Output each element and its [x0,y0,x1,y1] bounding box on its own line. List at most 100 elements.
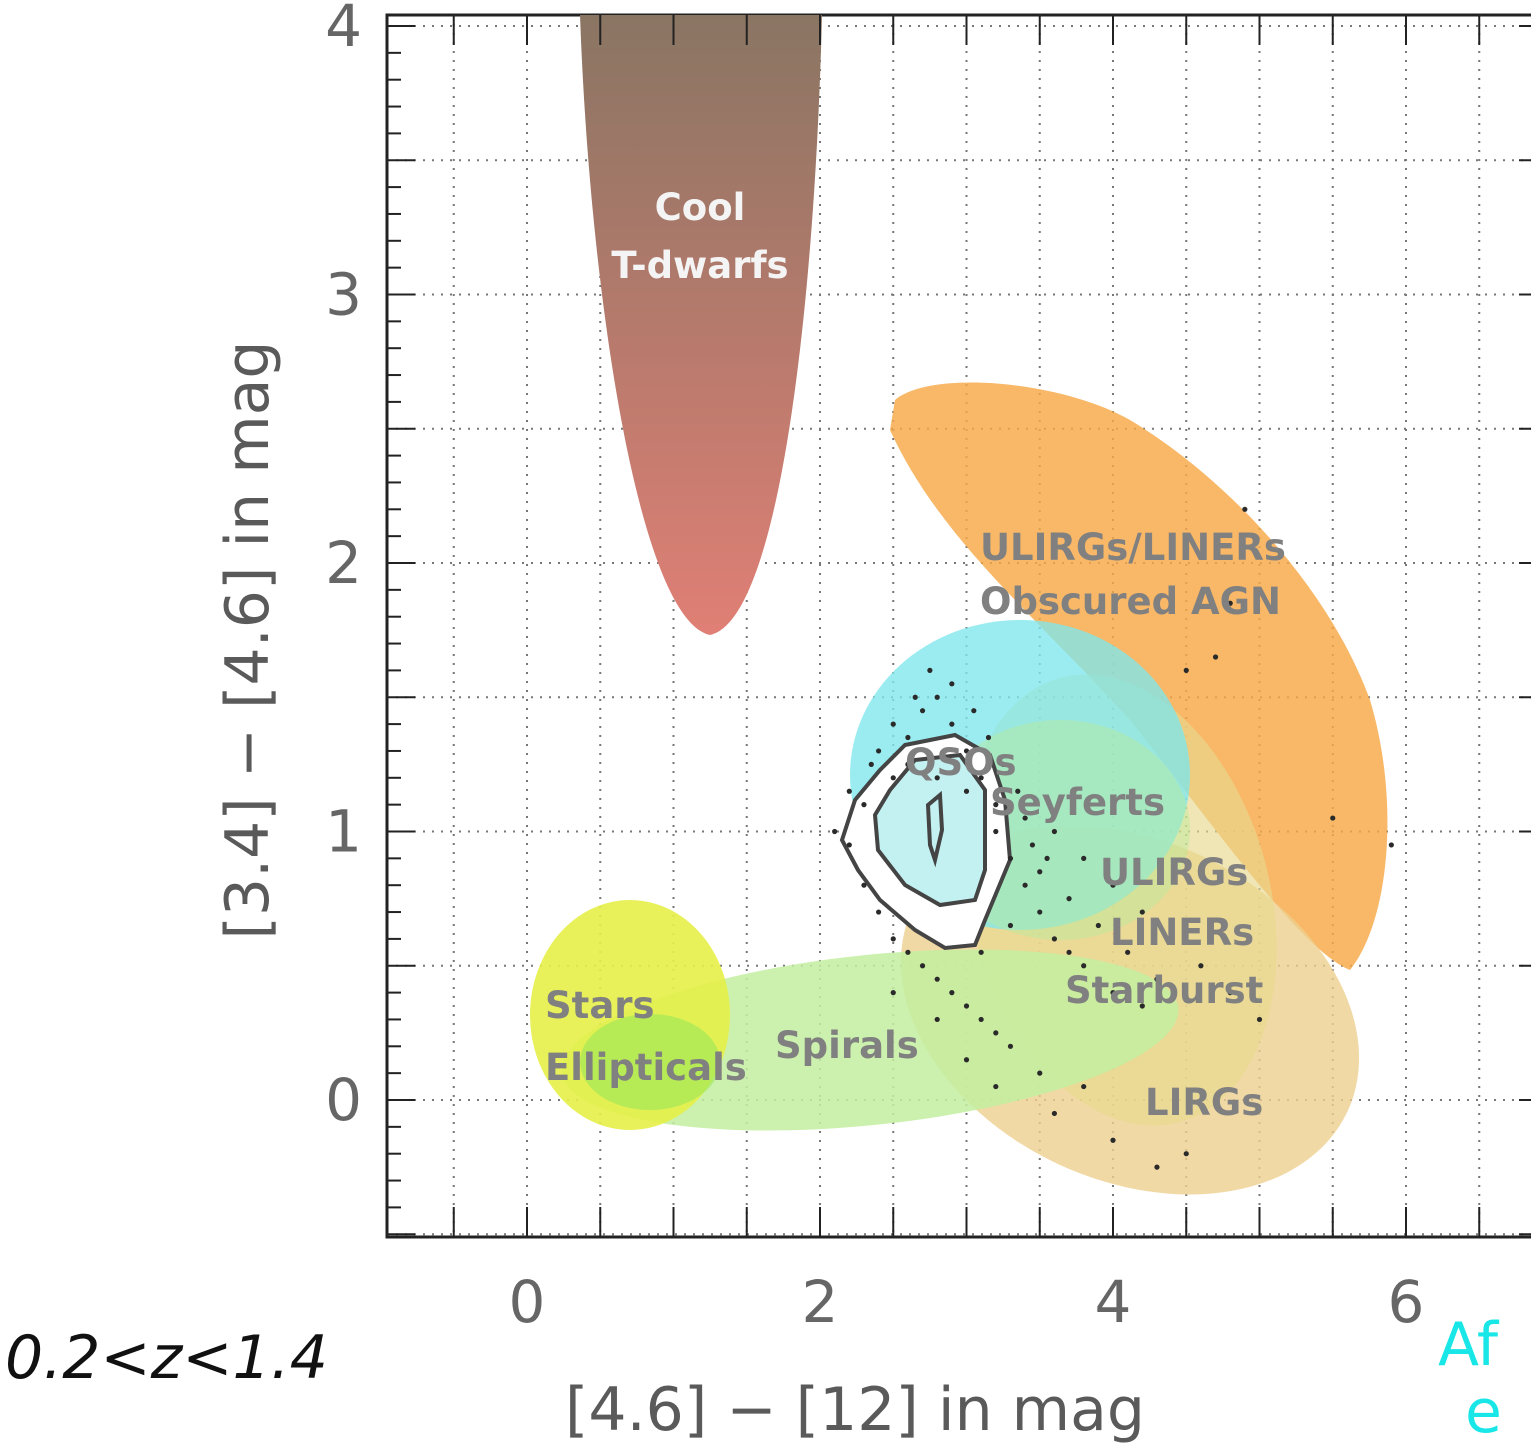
data-point [832,828,838,835]
data-point [963,748,970,754]
label-cool-t-dwarfs-2: T-dwarfs [611,244,788,287]
data-point [927,667,933,674]
data-point [919,708,926,714]
data-point [1029,842,1036,848]
label-cool-t-dwarfs-1: Cool [655,186,746,229]
data-point [905,761,911,767]
label-liners: LINERs [1110,911,1254,954]
data-point [890,936,896,942]
data-point [1110,1137,1116,1143]
data-point [1037,869,1043,875]
x-tick-label: 0 [509,1268,546,1336]
data-point [949,681,955,687]
redshift-range: 0.2<z<1.4 [5,1323,328,1393]
data-point [1242,506,1248,512]
data-point [963,1057,970,1063]
data-point [1095,976,1101,982]
data-point [1183,1151,1189,1157]
label-obscured-agn: Obscured AGN [980,580,1281,623]
data-point [1051,1110,1057,1117]
x-tick-label: 2 [802,1268,839,1336]
data-point [1139,1003,1145,1009]
data-point [1198,963,1204,969]
data-point [1051,828,1057,835]
data-point [949,721,955,727]
data-point [1022,882,1028,888]
data-point [1169,936,1175,942]
data-point [971,708,977,714]
axis-ticks [387,15,1531,1237]
data-point [1212,654,1219,660]
label-starburst: Starburst [1065,969,1263,1012]
label-ulirgs-liners: ULIRGs/LINERs [980,526,1286,569]
data-point [890,775,896,781]
data-point [1081,855,1087,861]
data-point [1095,922,1101,929]
data-point [934,694,940,700]
data-point [1139,909,1145,915]
data-point [846,842,852,848]
data-point [912,694,918,700]
data-point [1044,855,1050,861]
data-point [1110,882,1116,888]
data-point [919,963,926,969]
data-point [890,990,896,996]
y-tick-label: 1 [325,798,362,866]
y-tick-label: 0 [325,1066,362,1134]
data-point [978,1016,984,1023]
data-point [1051,936,1057,942]
data-point [1037,909,1043,915]
data-point [934,775,940,781]
data-point [1022,815,1028,821]
contour-inner [925,790,945,868]
data-point [890,721,896,727]
data-point [905,734,911,741]
data-point [1007,922,1014,929]
data-point [1256,1016,1263,1023]
y-axis-title: [3.4] − [4.6] in mag [213,340,283,939]
data-point [1037,1070,1043,1076]
data-point [1015,788,1021,794]
y-tick-label: 3 [325,261,362,329]
density-contours [839,732,1013,951]
data-point [1007,855,1014,861]
data-point [978,949,984,955]
data-point [934,1016,940,1023]
data-point [846,788,852,794]
data-point [905,949,911,955]
data-point [1227,990,1233,996]
regions [530,15,1388,1195]
data-point [1154,1164,1160,1170]
data-point [993,828,999,835]
data-point [861,882,867,888]
data-point [1081,1083,1087,1090]
region-cool-t-dwarfs [580,15,822,635]
data-point [1388,842,1394,848]
data-point [1081,963,1087,969]
label-lirgs: LIRGs [1145,1081,1263,1124]
x-tick-label: 4 [1095,1268,1132,1336]
data-point [1154,976,1160,982]
data-points [832,506,1394,1170]
region-ellipticals [580,1014,720,1110]
partial-text-1: Af [1438,1310,1500,1380]
data-point [934,976,940,982]
x-axis-title: [4.6] − [12] in mag [565,1375,1145,1445]
data-point [1110,990,1116,996]
x-tick-label: 6 [1388,1268,1425,1336]
y-tick-label: 2 [325,529,362,597]
label-qsos: QSOs [905,741,1017,784]
tick-labels: 0 2 4 6 0 1 2 3 4 [325,0,1424,1336]
data-point [876,909,882,915]
label-stars: Stars [545,984,655,1027]
data-point [993,1083,999,1090]
data-point [993,802,999,808]
partial-text-2: e [1465,1377,1502,1447]
data-point [963,1003,970,1009]
y-tick-label: 4 [325,0,362,60]
data-point [978,775,984,781]
data-point [1227,600,1233,606]
data-point [949,990,955,996]
data-point [985,734,992,741]
